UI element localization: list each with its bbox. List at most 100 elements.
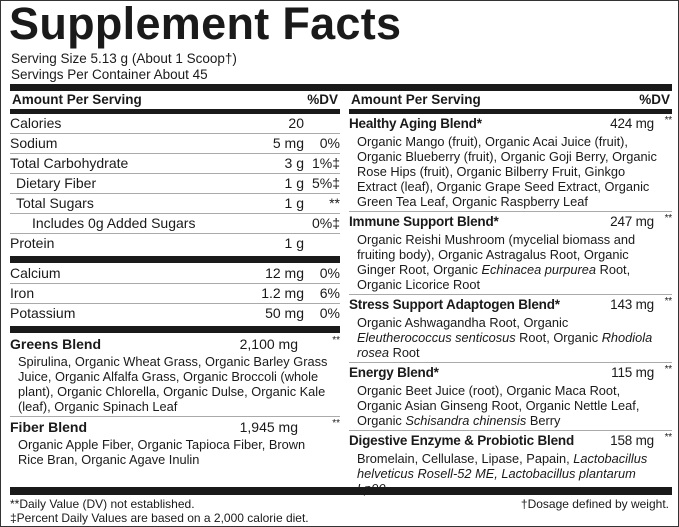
blend-ingredients: Organic Apple Fiber, Organic Tapioca Fib… xyxy=(10,437,340,467)
footnote-dosage: †Dosage defined by weight. xyxy=(520,497,669,511)
top-divider-bar xyxy=(10,84,672,91)
nutrient-dv: 1%‡ xyxy=(311,155,340,171)
ingredient-text: Root, Organic Licorice Root xyxy=(357,262,631,292)
blend-ingredients: Bromelain, Cellulase, Lipase, Papain, La… xyxy=(349,451,672,496)
amount-per-serving-header: Amount Per Serving xyxy=(351,92,481,107)
nutrient-dv: 0% xyxy=(319,265,340,281)
blend-section: Greens Blend 2,100 mg ** Spirulina, Organic… xyxy=(10,334,340,417)
ingredient-latin-name: Eleutherococcus senticosus xyxy=(357,330,516,345)
nutrient-amount: 12 mg xyxy=(265,265,304,281)
blend-amount: 115 mg xyxy=(611,365,654,380)
ingredient-text: Organic Ashwagandha Root, Organic xyxy=(357,315,569,330)
ingredient-text: Organic Reishi Mushroom (mycelial biomas… xyxy=(357,232,636,277)
nutrient-name: Potassium xyxy=(10,305,76,321)
blend-section: Fiber Blend 1,945 mg ** Organic Apple Fiber… xyxy=(10,417,340,469)
blend-amount: 143 mg xyxy=(610,297,654,312)
nutrient-amount: 1 g xyxy=(284,235,304,251)
blend-name: Digestive Enzyme & Probiotic Blend xyxy=(349,433,575,448)
nutrient-amount: 1 g xyxy=(284,195,304,211)
label-title: Supplement Facts xyxy=(9,0,402,49)
blend-dv: ** xyxy=(664,115,673,126)
blend-header: Greens Blend 2,100 mg ** xyxy=(10,334,340,354)
amount-per-serving-header: Amount Per Serving xyxy=(12,92,142,107)
nutrient-row: Total Carbohydrate 3 g 1%‡ xyxy=(10,154,340,174)
divider-bar xyxy=(10,256,340,263)
ingredient-latin-name: Schisandra chinensis xyxy=(405,413,527,428)
nutrient-amount: 1.2 mg xyxy=(261,285,304,301)
nutrient-amount: 1 g xyxy=(284,175,304,191)
blend-name: Energy Blend* xyxy=(349,365,439,380)
blend-ingredients: Organic Reishi Mushroom (mycelial biomas… xyxy=(349,232,672,292)
nutrient-name: Protein xyxy=(10,235,55,251)
nutrient-dv: ** xyxy=(329,195,340,211)
dv-header: %DV xyxy=(307,92,338,107)
left-header: Amount Per Serving %DV xyxy=(10,91,340,114)
ingredient-text: Organic Mango (fruit), Organic Acai Juic… xyxy=(357,134,657,209)
nutrient-row: Total Sugars 1 g ** xyxy=(10,194,340,214)
footnote-dv-not-established: **Daily Value (DV) not established. xyxy=(10,497,195,511)
nutrient-dv xyxy=(304,114,340,133)
blend-name: Fiber Blend xyxy=(10,419,88,435)
nutrient-amount: 3 g xyxy=(284,155,304,171)
nutrient-amount: 5 mg xyxy=(272,135,304,151)
blend-section: Energy Blend* 115 mg ** Organic Beet Juice … xyxy=(349,363,672,431)
blend-header: Energy Blend* 115 mg ** xyxy=(349,363,672,383)
blend-section: Digestive Enzyme & Probiotic Blend 158 mg… xyxy=(349,431,672,498)
blend-dv: ** xyxy=(332,335,340,346)
blend-section: Immune Support Blend* 247 mg ** Organic Rei… xyxy=(349,212,672,295)
nutrient-dv: 5%‡ xyxy=(311,175,340,191)
blend-header: Healthy Aging Blend* 424 mg ** xyxy=(349,114,672,134)
nutrient-row: Iron 1.2 mg 6% xyxy=(10,284,340,304)
ingredient-text: Berry xyxy=(526,413,561,428)
blend-ingredients: Organic Ashwagandha Root, Organic Eleuth… xyxy=(349,315,672,360)
blend-dv: ** xyxy=(664,432,673,443)
nutrient-dv: 0% xyxy=(319,135,340,151)
serving-info: Serving Size 5.13 g (About 1 Scoop†) Ser… xyxy=(11,51,237,83)
blend-header: Digestive Enzyme & Probiotic Blend 158 mg… xyxy=(349,431,672,451)
blend-amount: 424 mg xyxy=(610,116,654,131)
nutrient-dv: 6% xyxy=(319,285,340,301)
nutrient-amount xyxy=(224,214,304,233)
blend-header: Immune Support Blend* 247 mg ** xyxy=(349,212,672,232)
nutrient-row: Calcium 12 mg 0% xyxy=(10,264,340,284)
nutrient-name: Includes 0g Added Sugars xyxy=(32,215,196,231)
ingredient-text: Spirulina, Organic Wheat Grass, Organic … xyxy=(18,354,328,414)
ingredient-text: Organic Apple Fiber, Organic Tapioca Fib… xyxy=(18,437,306,467)
ingredient-text: Organic Beet Juice (root), Organic Maca … xyxy=(357,383,640,428)
blend-dv: ** xyxy=(332,418,340,429)
blend-ingredients: Organic Beet Juice (root), Organic Maca … xyxy=(349,383,672,428)
serving-size: Serving Size 5.13 g (About 1 Scoop†) xyxy=(11,51,237,66)
left-column: Amount Per Serving %DV Calories 20 Sodium 5… xyxy=(10,91,340,469)
blend-name: Greens Blend xyxy=(10,336,102,352)
nutrient-dv: 0%‡ xyxy=(311,215,340,231)
blend-dv: ** xyxy=(664,296,673,307)
divider-bar xyxy=(10,326,340,333)
nutrient-row: Dietary Fiber 1 g 5%‡ xyxy=(10,174,340,194)
nutrient-row: Sodium 5 mg 0% xyxy=(10,134,340,154)
blend-ingredients: Organic Mango (fruit), Organic Acai Juic… xyxy=(349,134,672,209)
blend-section: Healthy Aging Blend* 424 mg ** Organic Mang… xyxy=(349,114,672,212)
nutrient-amount: 50 mg xyxy=(265,305,304,321)
dv-header: %DV xyxy=(639,92,670,107)
blend-amount: 158 mg xyxy=(610,433,654,448)
blend-dv: ** xyxy=(664,213,673,224)
ingredient-latin-name: Rhodiola rosea xyxy=(357,330,653,360)
nutrient-name: Dietary Fiber xyxy=(16,175,97,191)
nutrient-name: Iron xyxy=(10,285,35,301)
blend-amount: 1,945 mg xyxy=(239,419,298,435)
blend-section: Stress Support Adaptogen Blend* 143 mg ** O… xyxy=(349,295,672,363)
nutrient-name: Calcium xyxy=(10,265,61,281)
right-column: Amount Per Serving %DV Healthy Aging Ble… xyxy=(349,91,672,498)
ingredient-text: Root, Organic xyxy=(515,330,602,345)
nutrient-row: Protein 1 g xyxy=(10,234,340,254)
nutrient-row: Potassium 50 mg 0% xyxy=(10,304,340,324)
blend-ingredients: Spirulina, Organic Wheat Grass, Organic … xyxy=(10,354,340,414)
blend-name: Stress Support Adaptogen Blend* xyxy=(349,297,560,312)
nutrient-name: Total Sugars xyxy=(16,195,94,211)
nutrient-row: Calories 20 xyxy=(10,114,340,134)
ingredient-text: Root xyxy=(389,345,420,360)
servings-per-container: Servings Per Container About 45 xyxy=(11,67,208,82)
blend-amount: 2,100 mg xyxy=(239,336,298,352)
bottom-divider-bar xyxy=(10,487,672,495)
